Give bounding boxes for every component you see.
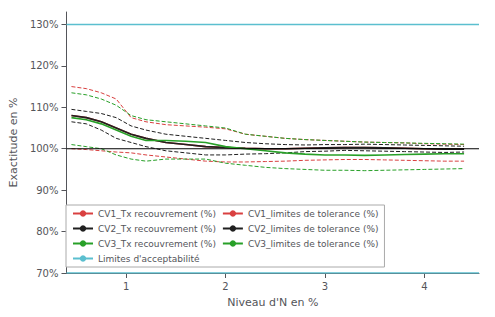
svg-text:CV2_Tx recouvrement (%): CV2_Tx recouvrement (%) — [98, 224, 216, 234]
svg-text:Niveau d'N en %: Niveau d'N en % — [227, 296, 318, 309]
svg-text:3: 3 — [322, 281, 328, 292]
svg-text:Exactitude en %: Exactitude en % — [7, 98, 20, 188]
svg-text:4: 4 — [421, 281, 427, 292]
svg-text:CV3_Tx recouvrement (%): CV3_Tx recouvrement (%) — [98, 239, 216, 249]
svg-text:CV1_limites de tolerance (%): CV1_limites de tolerance (%) — [248, 209, 379, 219]
svg-text:70%: 70% — [36, 268, 58, 279]
svg-text:90%: 90% — [36, 185, 58, 196]
svg-text:120%: 120% — [30, 60, 59, 71]
svg-text:100%: 100% — [30, 143, 59, 154]
svg-text:110%: 110% — [30, 102, 59, 113]
svg-text:CV1_Tx recouvrement (%): CV1_Tx recouvrement (%) — [98, 209, 216, 219]
svg-text:2: 2 — [222, 281, 228, 292]
svg-text:80%: 80% — [36, 226, 58, 237]
svg-text:1: 1 — [123, 281, 129, 292]
svg-text:Limites d'acceptabilité: Limites d'acceptabilité — [98, 254, 200, 264]
svg-text:CV2_limites de tolerance (%): CV2_limites de tolerance (%) — [248, 224, 379, 234]
svg-text:CV3_limites de tolerance (%): CV3_limites de tolerance (%) — [248, 239, 379, 249]
svg-text:130%: 130% — [30, 19, 59, 30]
